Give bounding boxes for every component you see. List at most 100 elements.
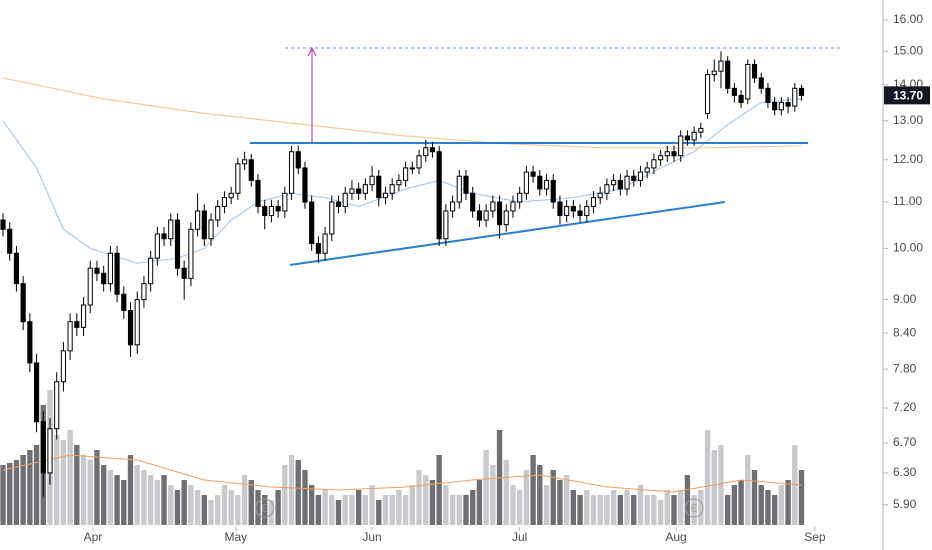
candle-body xyxy=(275,205,281,212)
candle-body xyxy=(335,201,342,207)
candle-body xyxy=(503,210,509,226)
moving-average-line xyxy=(2,98,802,264)
volume-bar xyxy=(584,490,590,525)
last-price-label: 13.70 xyxy=(893,89,923,103)
candle-body xyxy=(530,171,536,177)
volume-bar xyxy=(597,495,603,525)
candle-body xyxy=(60,350,66,383)
y-tick-label: 7.80 xyxy=(893,361,917,375)
volume-bar xyxy=(13,460,20,525)
volume-bar xyxy=(765,490,771,525)
candle-body xyxy=(121,293,127,312)
last-price-box xyxy=(884,86,930,105)
volume-bar xyxy=(758,485,764,525)
candle-body xyxy=(268,205,274,216)
volume-bar xyxy=(671,495,677,525)
volume-bar xyxy=(731,485,738,525)
volume-bar xyxy=(188,485,194,525)
volume-bar xyxy=(651,495,657,525)
volume-bar xyxy=(429,480,436,525)
candle-body xyxy=(631,175,637,181)
volume-bar xyxy=(288,455,295,525)
volume-bar xyxy=(161,475,167,525)
volume-bar xyxy=(604,495,610,525)
volume-bar xyxy=(778,485,785,525)
y-tick-label: 7.20 xyxy=(893,400,917,414)
candle-body xyxy=(282,192,288,212)
earnings-label: E xyxy=(691,504,698,515)
candle-body xyxy=(241,159,248,165)
candle-body xyxy=(221,197,228,207)
candle-body xyxy=(235,163,241,194)
volume-bar xyxy=(738,480,744,525)
volume-bar xyxy=(228,490,234,525)
candle-body xyxy=(47,428,53,474)
candle-body xyxy=(496,201,503,226)
y-tick-label: 13.00 xyxy=(893,113,923,127)
volume-bar xyxy=(60,440,67,525)
candle-body xyxy=(537,175,543,190)
candle-body xyxy=(288,151,295,194)
candle-body xyxy=(745,63,751,100)
candle-body xyxy=(456,175,462,203)
candle-body xyxy=(33,362,40,423)
y-tick-label: 6.30 xyxy=(893,465,917,479)
candle-body xyxy=(738,94,744,104)
candle-body xyxy=(429,147,436,153)
candle-body xyxy=(450,201,456,212)
volume-bar xyxy=(490,465,496,525)
volume-bar xyxy=(248,480,254,525)
volume-bar xyxy=(563,475,570,525)
x-tick-label: Jul xyxy=(512,530,527,544)
candle-body xyxy=(376,175,382,199)
candle-body xyxy=(570,205,576,212)
volume-bar xyxy=(194,490,201,525)
candle-body xyxy=(315,243,321,254)
volume-bar xyxy=(523,470,530,525)
volume-bar xyxy=(617,495,624,525)
x-tick-label: Sep xyxy=(804,530,826,544)
candle-body xyxy=(678,135,684,157)
candle-body xyxy=(510,201,516,212)
volume-bar xyxy=(382,495,389,525)
volume-bar xyxy=(476,480,483,525)
volume-bar xyxy=(570,490,577,525)
volume-bar xyxy=(282,465,288,525)
volume-bar xyxy=(0,465,6,525)
candle-body xyxy=(94,267,100,274)
volume-bar xyxy=(349,495,355,525)
volume-bar xyxy=(711,450,717,525)
x-tick-label: Jun xyxy=(362,530,381,544)
volume-bar xyxy=(100,465,107,525)
candle-body xyxy=(664,151,670,157)
volume-bar xyxy=(74,445,80,525)
candle-body xyxy=(161,233,167,240)
volume-bar xyxy=(315,495,322,525)
candle-body xyxy=(295,151,301,169)
volume-bar xyxy=(268,500,275,525)
candle-body xyxy=(369,175,375,186)
volume-bar xyxy=(691,495,697,525)
volume-bar xyxy=(470,490,476,525)
candle-body xyxy=(127,310,134,346)
volume-bar xyxy=(577,495,583,525)
candle-body xyxy=(40,421,46,474)
volume-bar xyxy=(745,455,751,525)
candle-body xyxy=(101,272,107,285)
volume-bar xyxy=(678,490,684,525)
candle-body xyxy=(134,299,140,346)
volume-bar xyxy=(664,490,670,525)
candle-body xyxy=(490,201,496,212)
volume-bar xyxy=(308,485,315,525)
candle-body xyxy=(751,63,758,79)
candle-body xyxy=(470,192,476,212)
candles xyxy=(0,51,805,497)
candle-body xyxy=(543,179,550,190)
candle-body xyxy=(13,252,20,285)
volume-bar xyxy=(657,500,664,525)
candle-body xyxy=(0,219,6,230)
earnings-label: E xyxy=(261,504,268,515)
